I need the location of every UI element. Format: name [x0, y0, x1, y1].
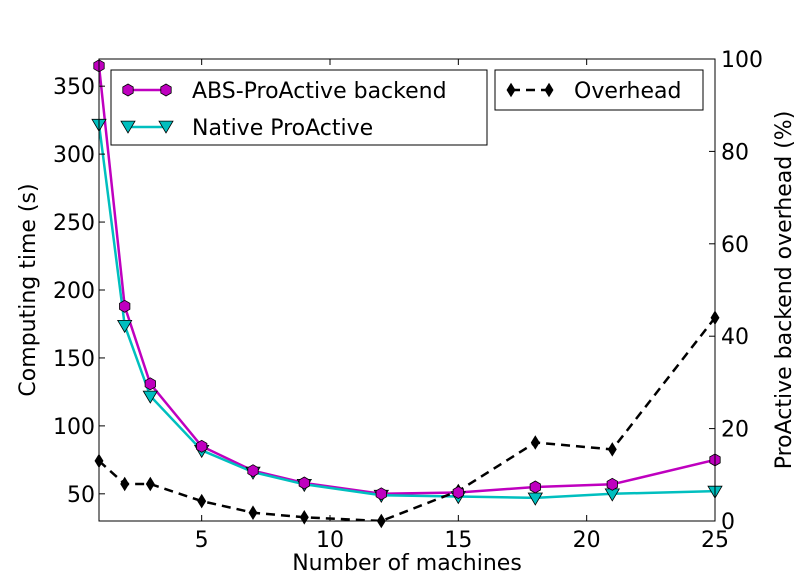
y-left-tick-label-250: 250	[53, 211, 95, 236]
data-point-abs-proactive-backend-3	[196, 439, 208, 453]
legend-marker-native-proactive-b	[158, 120, 174, 134]
data-point-abs-proactive-backend-8	[529, 480, 541, 494]
data-point-overhead-4	[248, 505, 258, 520]
data-point-abs-proactive-backend-2	[144, 377, 156, 391]
legend-marker-overhead-a	[506, 82, 516, 98]
y-axis-left-label: Computing time (s)	[16, 183, 41, 396]
legend-label-overhead: Overhead	[574, 79, 681, 104]
legend-marker-native-proactive-a	[120, 120, 136, 134]
series-line-overhead	[99, 316, 715, 521]
legend-label-native-proactive: Native ProActive	[192, 116, 373, 141]
data-point-native-proactive-2	[142, 390, 158, 404]
x-tick-label-10: 10	[316, 528, 344, 553]
data-point-overhead-2	[145, 476, 155, 492]
data-point-abs-proactive-backend-6	[375, 487, 387, 501]
legend-label-abs-proactive: ABS-ProActive backend	[192, 79, 447, 104]
legend-right: Overhead	[494, 69, 704, 111]
x-tick-label-15: 15	[444, 528, 472, 553]
series-line-native-proactive	[99, 124, 715, 500]
plot-series	[91, 59, 723, 529]
legend-left-frame	[110, 69, 488, 146]
data-point-native-proactive-1	[117, 319, 133, 334]
ticks: 5 10 15 20 25 50 100 150 200 250 300 350 0 20 40 60 80 10…	[53, 48, 763, 553]
y-left-tick-label-350: 350	[53, 75, 95, 100]
data-point-overhead-8	[530, 435, 540, 450]
y-right-tick-label-100: 100	[721, 48, 763, 73]
legend-right-entries	[506, 82, 554, 98]
data-point-overhead-5	[299, 510, 309, 525]
legend-left: ABS-ProActive backend Native ProActive	[110, 69, 488, 146]
data-point-abs-proactive-backend-7	[452, 486, 464, 499]
y-right-tick-label-60: 60	[721, 233, 749, 258]
x-axis-label: Number of machines	[292, 551, 522, 576]
y-right-tick-label-20: 20	[721, 418, 749, 443]
y-axis-right-label: ProActive backend overhead (%)	[772, 111, 796, 470]
data-point-overhead-1	[120, 476, 130, 492]
x-tick-label-25: 25	[701, 528, 729, 553]
y-left-tick-label-300: 300	[53, 143, 95, 168]
data-point-overhead-9	[607, 442, 617, 457]
y-left-tick-label-150: 150	[53, 347, 95, 372]
x-tick-label-5: 5	[195, 528, 209, 553]
data-point-abs-proactive-backend-5	[298, 476, 310, 490]
data-point-overhead-3	[197, 493, 207, 509]
y-left-tick-label-50: 50	[67, 483, 95, 508]
legend-marker-abs-proactive-b	[160, 83, 172, 97]
y-right-tick-label-80: 80	[721, 140, 749, 165]
legend-left-entries	[120, 83, 174, 134]
data-point-abs-proactive-backend-9	[606, 477, 618, 491]
y-left-tick-label-200: 200	[53, 279, 95, 304]
data-point-abs-proactive-backend-4	[247, 464, 259, 478]
y-right-tick-label-40: 40	[721, 325, 749, 350]
data-point-abs-proactive-backend-1	[119, 299, 131, 313]
legend-marker-overhead-b	[544, 82, 554, 98]
y-left-tick-label-100: 100	[53, 415, 95, 440]
x-tick-label-20: 20	[573, 528, 601, 553]
y-right-tick-label-0: 0	[721, 510, 735, 535]
legend-marker-abs-proactive-a	[122, 83, 134, 97]
series-markers	[91, 59, 723, 529]
